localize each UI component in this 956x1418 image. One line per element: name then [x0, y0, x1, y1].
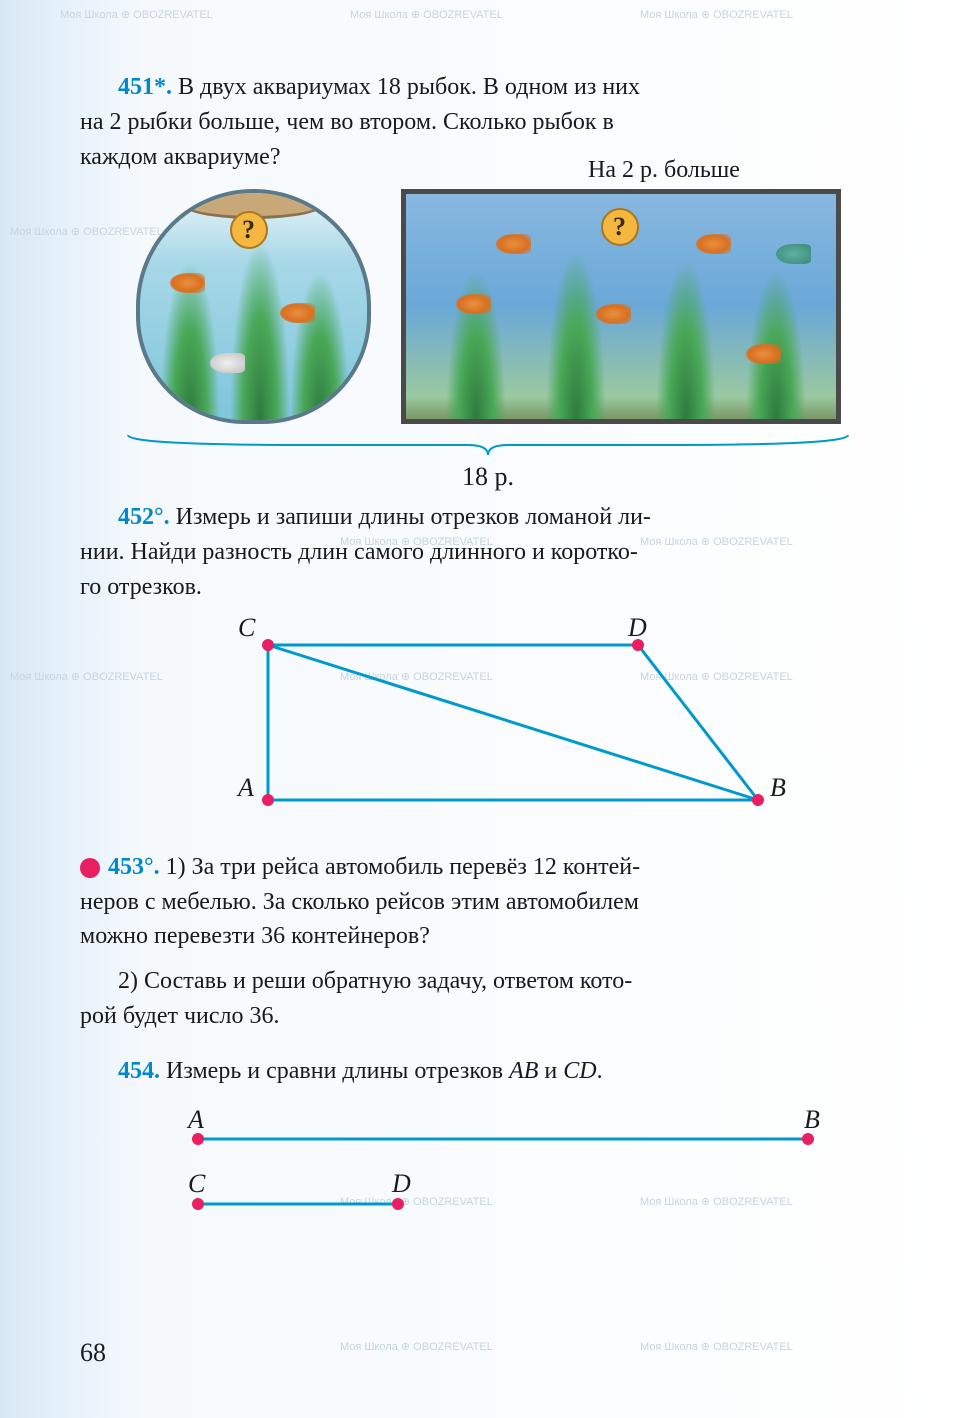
text-line: В двух аквариумах 18 рыбок. В одном из н… [178, 74, 640, 100]
brace-row: 18 р. [108, 430, 868, 480]
watermark: Моя Школа ⊕ OBOZREVATEL [640, 1340, 793, 1353]
problem-453-text2: 2) Составь и реши обратную задачу, ответ… [80, 964, 896, 1034]
text-line: каждом аквариуме? [80, 144, 280, 170]
point-label-d: D [628, 613, 647, 643]
watermark: Моя Школа ⊕ OBOZREVATEL [640, 8, 793, 21]
point-dot [192, 1198, 204, 1210]
problem-452-text: 452°. Измерь и запиши длины отрезков лом… [80, 500, 896, 604]
text-line: 1) За три рейса автомобиль перевёз 12 ко… [166, 854, 641, 880]
problem-number: 453°. [108, 854, 160, 880]
watermark: Моя Школа ⊕ OBOZREVATEL [350, 8, 503, 21]
text-fragment: и [538, 1058, 563, 1084]
aquarium-figure: На 2 р. больше ? ? [108, 189, 868, 480]
point-label-b: B [770, 773, 786, 803]
point-label-c: C [188, 1169, 205, 1199]
homework-dot-icon [80, 858, 100, 878]
segments-figure: A B C D [108, 1109, 868, 1219]
question-mark-badge: ? [230, 211, 268, 249]
text-line: неров с мебелью. За сколько рейсов этим … [80, 889, 639, 915]
problem-453-text: 453°. 1) За три рейса автомобиль перевёз… [80, 850, 896, 954]
fish-icon [776, 244, 811, 264]
aquarium-bowl: ? [136, 189, 371, 424]
fish-icon [596, 304, 631, 324]
problem-454: 454. Измерь и сравни длины отрезков AB и… [80, 1054, 896, 1219]
problem-451-text: 451*. В двух аквариумах 18 рыбок. В одно… [80, 70, 896, 174]
watermark: Моя Школа ⊕ OBOZREVATEL [340, 1340, 493, 1353]
problem-number: 454. [118, 1058, 160, 1084]
text-line: на 2 рыбки больше, чем во втором. Скольк… [80, 109, 614, 135]
fish-icon [456, 294, 491, 314]
point-label-a: A [238, 773, 254, 803]
fish-icon [746, 344, 781, 364]
brace-label: 18 р. [108, 462, 868, 492]
text-line: го отрезков. [80, 574, 202, 600]
segment-name: AB [509, 1058, 538, 1084]
plants-group [406, 262, 836, 420]
text-line: рой будет число 36. [80, 1003, 280, 1029]
question-mark-badge: ? [601, 208, 639, 246]
problem-number: 451*. [118, 74, 172, 100]
polyline-figure: C D A B [138, 625, 838, 825]
point-label-a: A [188, 1105, 204, 1135]
point-dot [262, 794, 274, 806]
text-line: Измерь и запиши длины отрезков ломаной л… [176, 504, 651, 530]
segment-name: CD [563, 1058, 596, 1084]
fish-icon [170, 273, 205, 293]
text-line: можно перевезти 36 контейнеров? [80, 923, 430, 949]
point-label-c: C [238, 613, 255, 643]
fish-icon [210, 353, 245, 373]
aquarium-top-label: На 2 р. больше [588, 157, 740, 184]
page-number: 68 [80, 1338, 106, 1368]
watermark: Моя Школа ⊕ OBOZREVATEL [60, 8, 213, 21]
point-dot [392, 1198, 404, 1210]
problem-453: 453°. 1) За три рейса автомобиль перевёз… [80, 850, 896, 1034]
point-label-b: B [804, 1105, 820, 1135]
fish-icon [696, 234, 731, 254]
point-dot [262, 639, 274, 651]
problem-452: 452°. Измерь и запиши длины отрезков лом… [80, 500, 896, 824]
curly-brace-icon [108, 430, 868, 460]
fish-icon [280, 303, 315, 323]
segments-svg [108, 1109, 868, 1219]
point-label-d: D [392, 1169, 411, 1199]
problem-454-text: 454. Измерь и сравни длины отрезков AB и… [80, 1054, 896, 1089]
problem-451: 451*. В двух аквариумах 18 рыбок. В одно… [80, 70, 896, 480]
point-dot [752, 794, 764, 806]
text-fragment: . [597, 1058, 603, 1084]
text-line: 2) Составь и реши обратную задачу, ответ… [118, 968, 632, 994]
text-line: нии. Найди разность длин самого длинного… [80, 539, 638, 565]
text-fragment: Измерь и сравни длины отрезков [166, 1058, 509, 1084]
problem-number: 452°. [118, 504, 170, 530]
aquarium-rectangular: ? [401, 189, 841, 424]
fish-icon [496, 234, 531, 254]
